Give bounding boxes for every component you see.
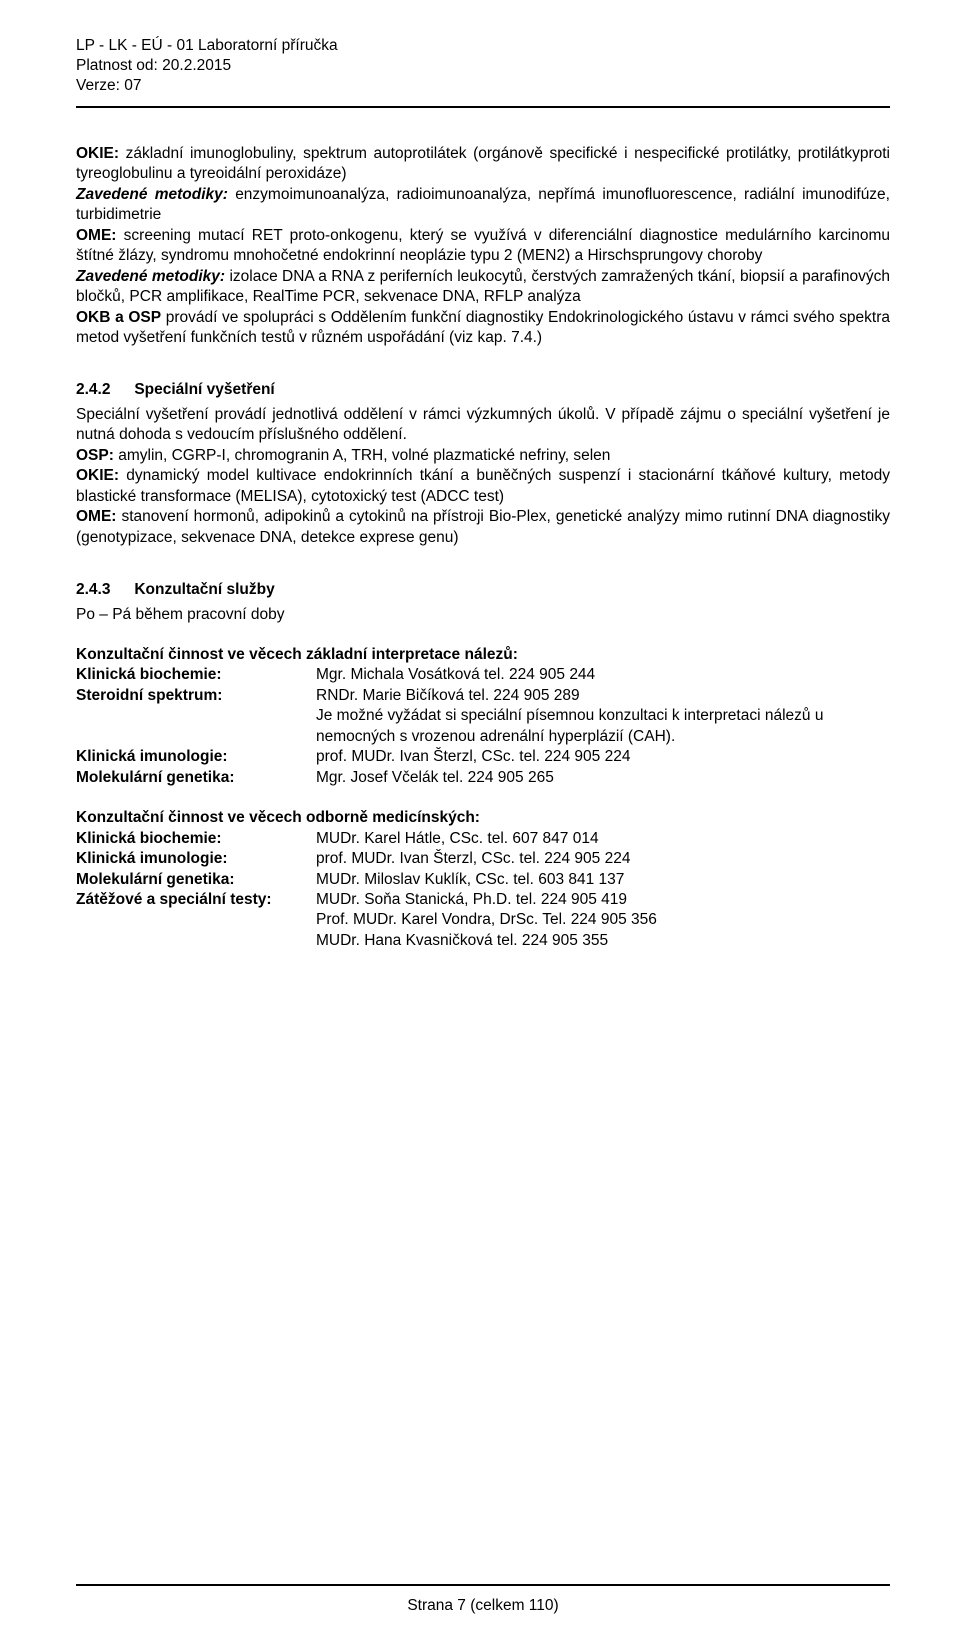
heading-243: 2.4.3 Konzultační služby <box>76 580 890 600</box>
page-number: Strana 7 (celkem 110) <box>407 1597 558 1614</box>
header-line-3: Verze: 07 <box>76 76 890 96</box>
s242-ome-text: stanovení hormonů, adipokinů a cytokinů … <box>76 508 890 545</box>
s242-intro: Speciální vyšetření provádí jednotlivá o… <box>76 405 890 446</box>
s242-ome-label: OME: <box>76 508 116 525</box>
okie-label: OKIE: <box>76 145 119 162</box>
contact-row: Klinická biochemie: MUDr. Karel Hátle, C… <box>76 829 890 849</box>
contact-value: RNDr. Marie Bičíková tel. 224 905 289 <box>316 686 890 706</box>
header-line-2: Platnost od: 20.2.2015 <box>76 56 890 76</box>
contact-label-empty <box>76 706 316 747</box>
s243-popa: Po – Pá během pracovní doby <box>76 605 890 625</box>
zavedene-metodiky-2: Zavedené metodiky: izolace DNA a RNA z p… <box>76 267 890 308</box>
contact-row: Molekulární genetika: Mgr. Josef Včelák … <box>76 768 890 788</box>
footer: Strana 7 (celkem 110) <box>76 1564 890 1616</box>
zavedene-metodiky-1: Zavedené metodiky: enzymoimunoanalýza, r… <box>76 185 890 226</box>
contact-label: Klinická biochemie: <box>76 829 316 849</box>
heading-243-title: Konzultační služby <box>134 581 274 598</box>
contact-value: Mgr. Michala Vosátková tel. 224 905 244 <box>316 665 890 685</box>
s242-okie: OKIE: dynamický model kultivace endokrin… <box>76 466 890 507</box>
s242-ome: OME: stanovení hormonů, adipokinů a cyto… <box>76 507 890 548</box>
header-rule <box>76 106 890 108</box>
contact-row: Steroidní spektrum: RNDr. Marie Bičíková… <box>76 686 890 706</box>
heading-242-num: 2.4.2 <box>76 380 130 400</box>
contact-row: Klinická imunologie: prof. MUDr. Ivan Št… <box>76 849 890 869</box>
contact-extra-text: Je možné vyžádat si speciální písemnou k… <box>316 706 890 747</box>
s242-osp-text: amylin, CGRP-I, chromogranin A, TRH, vol… <box>114 447 610 464</box>
contact-row: Klinická biochemie: Mgr. Michala Vosátko… <box>76 665 890 685</box>
s242-osp: OSP: amylin, CGRP-I, chromogranin A, TRH… <box>76 446 890 466</box>
s242-okie-label: OKIE: <box>76 467 119 484</box>
contact-label: Klinická imunologie: <box>76 747 316 767</box>
okb-text: provádí ve spolupráci s Oddělením funkčn… <box>76 309 890 346</box>
contact-label: Klinická biochemie: <box>76 665 316 685</box>
zm1-label: Zavedené metodiky: <box>76 186 228 203</box>
contact-extra-text: Prof. MUDr. Karel Vondra, DrSc. Tel. 224… <box>316 910 890 930</box>
doc-header: LP - LK - EÚ - 01 Laboratorní příručka P… <box>76 36 890 102</box>
contact-label-empty <box>76 931 316 951</box>
contact-extra: Prof. MUDr. Karel Vondra, DrSc. Tel. 224… <box>76 910 890 930</box>
ome-label: OME: <box>76 227 116 244</box>
footer-rule <box>76 1584 890 1586</box>
s242-okie-text: dynamický model kultivace endokrinních t… <box>76 467 890 504</box>
okie-text: základní imunoglobuliny, spektrum autopr… <box>76 145 890 182</box>
okie-paragraph: OKIE: základní imunoglobuliny, spektrum … <box>76 144 890 185</box>
contact-extra: Je možné vyžádat si speciální písemnou k… <box>76 706 890 747</box>
heading-242: 2.4.2 Speciální vyšetření <box>76 380 890 400</box>
contact-label: Steroidní spektrum: <box>76 686 316 706</box>
contact-value: prof. MUDr. Ivan Šterzl, CSc. tel. 224 9… <box>316 747 890 767</box>
contact-label: Molekulární genetika: <box>76 768 316 788</box>
contact-extra: MUDr. Hana Kvasničková tel. 224 905 355 <box>76 931 890 951</box>
header-line-1: LP - LK - EÚ - 01 Laboratorní příručka <box>76 36 890 56</box>
heading-242-title: Speciální vyšetření <box>134 381 274 398</box>
contact-row: Klinická imunologie: prof. MUDr. Ivan Št… <box>76 747 890 767</box>
contact-label: Zátěžové a speciální testy: <box>76 890 316 910</box>
heading-243-num: 2.4.3 <box>76 580 130 600</box>
contact-value: MUDr. Karel Hátle, CSc. tel. 607 847 014 <box>316 829 890 849</box>
s242-osp-label: OSP: <box>76 447 114 464</box>
contact-label-empty <box>76 910 316 930</box>
contact-label: Molekulární genetika: <box>76 870 316 890</box>
contact-extra-text: MUDr. Hana Kvasničková tel. 224 905 355 <box>316 931 890 951</box>
block2-title: Konzultační činnost ve věcech odborně me… <box>76 808 890 828</box>
page: LP - LK - EÚ - 01 Laboratorní příručka P… <box>0 0 960 1646</box>
contact-row: Zátěžové a speciální testy: MUDr. Soňa S… <box>76 890 890 910</box>
contact-value: prof. MUDr. Ivan Šterzl, CSc. tel. 224 9… <box>316 849 890 869</box>
ome-paragraph: OME: screening mutací RET proto-onkogenu… <box>76 226 890 267</box>
zm2-label: Zavedené metodiky: <box>76 268 225 285</box>
okb-osp-paragraph: OKB a OSP provádí ve spolupráci s Odděle… <box>76 308 890 349</box>
contact-value: MUDr. Soňa Stanická, Ph.D. tel. 224 905 … <box>316 890 890 910</box>
contact-value: Mgr. Josef Včelák tel. 224 905 265 <box>316 768 890 788</box>
contact-value: MUDr. Miloslav Kuklík, CSc. tel. 603 841… <box>316 870 890 890</box>
body: OKIE: základní imunoglobuliny, spektrum … <box>76 144 890 951</box>
contact-label: Klinická imunologie: <box>76 849 316 869</box>
contact-row: Molekulární genetika: MUDr. Miloslav Kuk… <box>76 870 890 890</box>
block1-title: Konzultační činnost ve věcech základní i… <box>76 645 890 665</box>
ome-text: screening mutací RET proto-onkogenu, kte… <box>76 227 890 264</box>
okb-label: OKB a OSP <box>76 309 161 326</box>
